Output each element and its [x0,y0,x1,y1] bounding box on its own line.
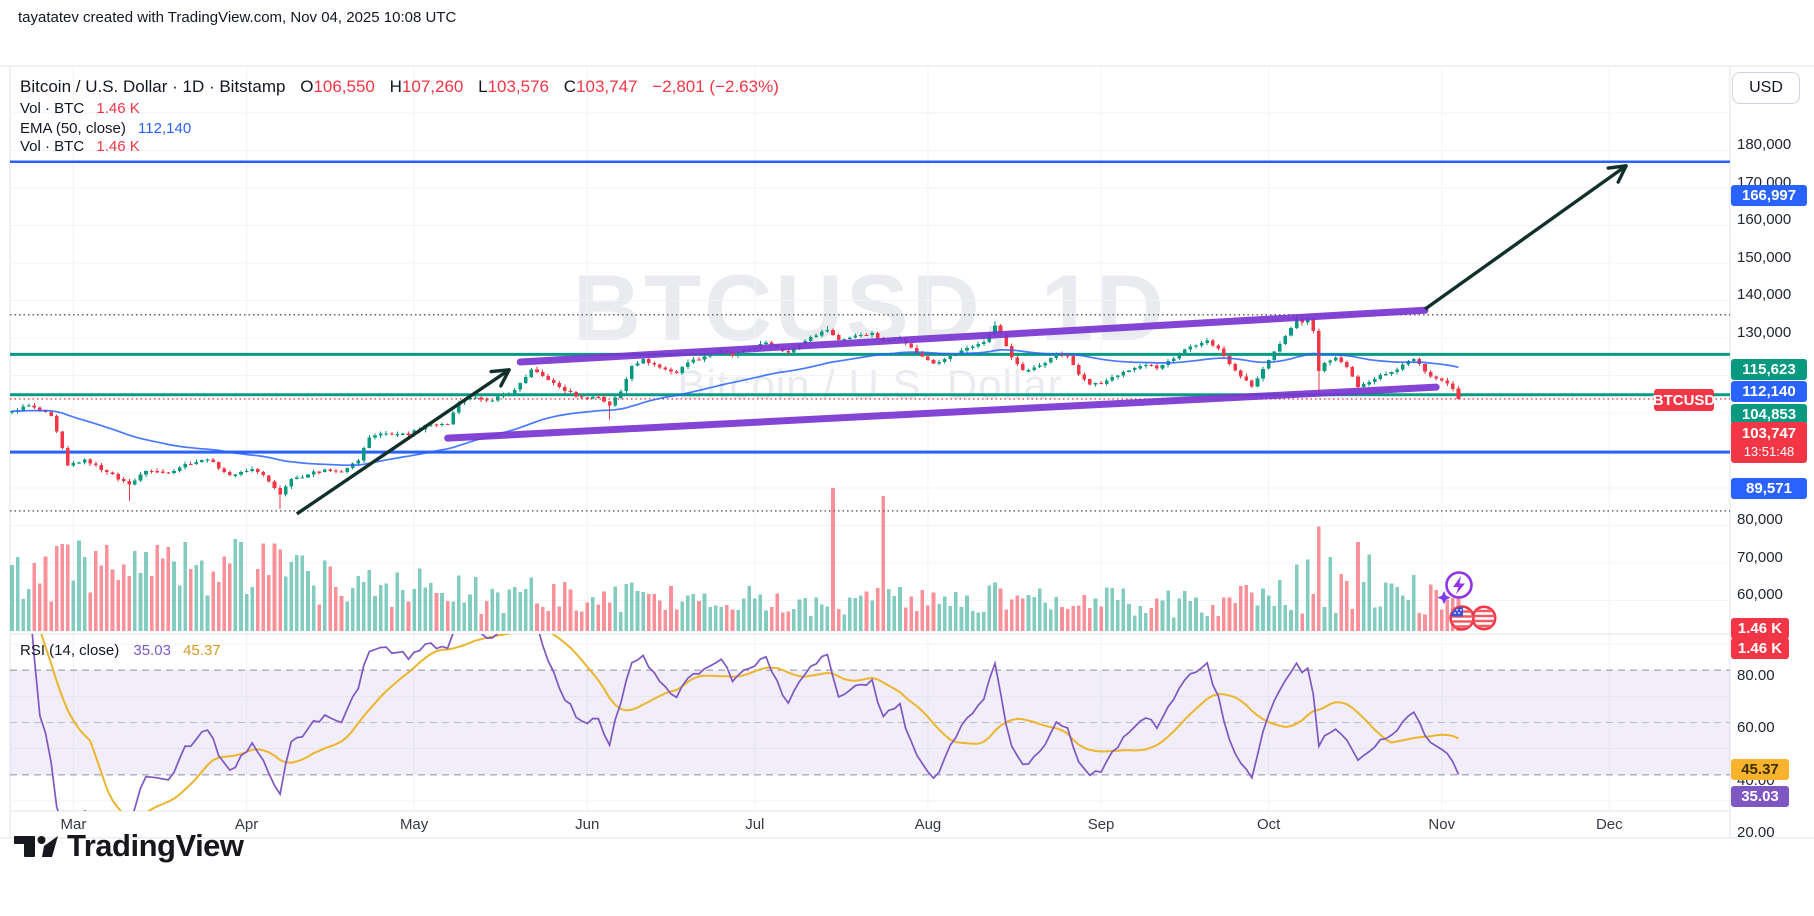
rsi-ma-line [40,634,1459,811]
candlestick-series [10,314,1461,509]
chart-widget[interactable]: BTCUSD, 1D Bitcoin / U.S. Dollar Bitcoin… [0,33,1814,841]
month-label: Aug [914,816,942,833]
close-label: C [563,77,577,96]
trend-arrow [295,368,511,516]
tradingview-logo[interactable]: TradingView [14,828,244,864]
open-value: 106,550 [313,77,375,96]
month-label: Jun [575,816,600,833]
change-value: −2,801 (−2.63%) [652,77,779,96]
trend-channel-line [516,306,1429,366]
ema-line [12,348,1459,467]
indicator-legend-rsi[interactable]: RSI (14, close) 35.03 45.37 [20,642,221,659]
month-label: Apr [234,816,259,833]
month-label: Sep [1087,816,1115,833]
low-value: 103,576 [487,77,550,96]
indicator-legend-volume-1[interactable]: Vol · BTC 1.46 K [20,100,140,117]
price-axis-label: 70,000 [1737,548,1783,566]
price-axis-label: 80,000 [1737,511,1783,528]
indicator-label[interactable]: Vol · BTC [20,100,85,117]
price-axis-label: 140,000 [1737,286,1792,303]
rsi-axis-label: 80.00 [1737,667,1775,684]
close-value: 103,747 [576,77,638,96]
price-axis-badge: 115,623 [1731,358,1807,380]
price-axis-label: 150,000 [1737,248,1792,266]
month-label: Nov [1428,816,1456,833]
month-label: Dec [1595,816,1623,833]
indicator-value: 112,140 [138,120,192,137]
trend-channel-line [444,383,1440,442]
chart-canvas[interactable] [0,33,1814,916]
price-axis-label: 160,000 [1737,211,1792,228]
indicator-value: 1.46 K [96,100,140,117]
symbol-legend[interactable]: Bitcoin / U.S. Dollar · 1D · Bitstamp O1… [20,77,779,97]
volume-series [10,488,1461,631]
indicator-label[interactable]: RSI (14, close) [20,642,120,659]
indicator-label[interactable]: Vol · BTC [20,138,85,155]
price-axis-badge: 45.37 [1731,758,1789,780]
month-label: Jul [745,816,765,833]
tradingview-logo-mark [14,836,58,857]
rsi-axis-label: 20.00 [1737,824,1775,842]
symbol-title[interactable]: Bitcoin / U.S. Dollar · 1D · Bitstamp [20,77,286,96]
price-axis-badge: 104,853 [1731,403,1807,425]
indicator-label[interactable]: EMA (50, close) [20,120,126,137]
attribution-note: tayatatev created with TradingView.com, … [18,9,457,26]
price-axis-badge: 103,747 13:51:48 [1731,422,1807,463]
rsi-line [31,634,1460,811]
tradingview-screenshot: tayatatev created with TradingView.com, … [0,9,1814,864]
month-label: Oct [1256,816,1281,833]
month-label: May [399,816,429,833]
last-price-value: 103,747 [1741,425,1797,442]
current-price-symbol-tag: BTCUSD [1653,389,1715,411]
price-axis-badge: 166,997 [1731,184,1807,206]
price-axis-badge: 112,140 [1731,380,1807,402]
price-axis-label: 180,000 [1737,136,1792,153]
rsi-ma-value: 45.37 [183,642,221,659]
rsi-axis-label: 60.00 [1737,719,1775,737]
month-label: Mar [60,816,87,833]
high-label: H [389,77,402,96]
indicator-value: 1.46 K [96,138,140,155]
rsi-value: 35.03 [133,642,171,659]
price-axis-badge: 89,571 [1731,477,1807,499]
price-axis-badge: 35.03 [1731,785,1789,807]
trend-arrow [1424,164,1628,311]
price-axis-badge: 1.46 K [1731,637,1789,659]
open-label: O [300,77,314,96]
bar-countdown-timer: 13:51:48 [1743,443,1795,459]
price-axis-label: 60,000 [1737,586,1783,603]
indicator-legend-volume-2[interactable]: Vol · BTC 1.46 K [20,138,140,155]
price-axis-badge: 1.46 K [1731,617,1789,639]
tradingview-logo-text: TradingView [67,828,244,863]
high-value: 107,260 [401,77,464,96]
price-axis-label: 130,000 [1737,323,1792,341]
low-label: L [478,77,488,96]
indicator-legend-ema[interactable]: EMA (50, close) 112,140 [20,120,191,137]
currency-unit-button[interactable]: USD [1732,72,1800,104]
